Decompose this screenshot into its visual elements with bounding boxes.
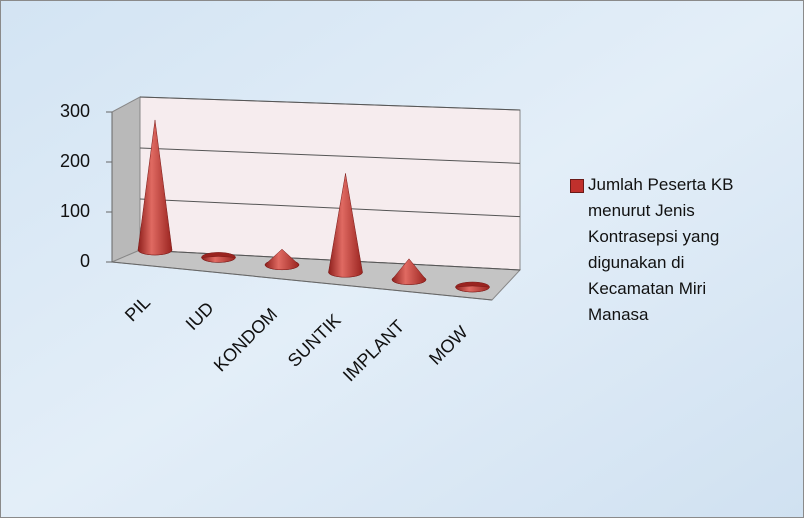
cone-part (264, 248, 300, 271)
back-wall (139, 96, 521, 271)
grid-line (139, 147, 521, 164)
grid-line (139, 249, 521, 271)
cone-part (455, 285, 490, 293)
cone-part (391, 258, 427, 285)
x-axis (111, 261, 493, 301)
legend-swatch (570, 179, 584, 193)
cone (455, 281, 490, 293)
cone (264, 248, 300, 271)
y-tick-label: 100 (60, 201, 90, 221)
legend: Jumlah Peserta KB menurut Jenis Kontrase… (570, 172, 768, 328)
cone (137, 119, 173, 256)
cone (391, 258, 427, 285)
side-wall (111, 96, 141, 263)
cone-part (328, 173, 363, 278)
y-tick-label: 0 (80, 251, 90, 271)
y-tick-label: 200 (60, 151, 90, 171)
grid-line (139, 198, 521, 218)
cone (328, 173, 363, 278)
y-tick-label: 300 (60, 101, 90, 121)
cone-part (137, 119, 173, 256)
legend-label: Jumlah Peserta KB menurut Jenis Kontrase… (588, 175, 734, 324)
cone (201, 252, 236, 263)
grid-line (139, 96, 521, 111)
cone-part (201, 256, 236, 263)
